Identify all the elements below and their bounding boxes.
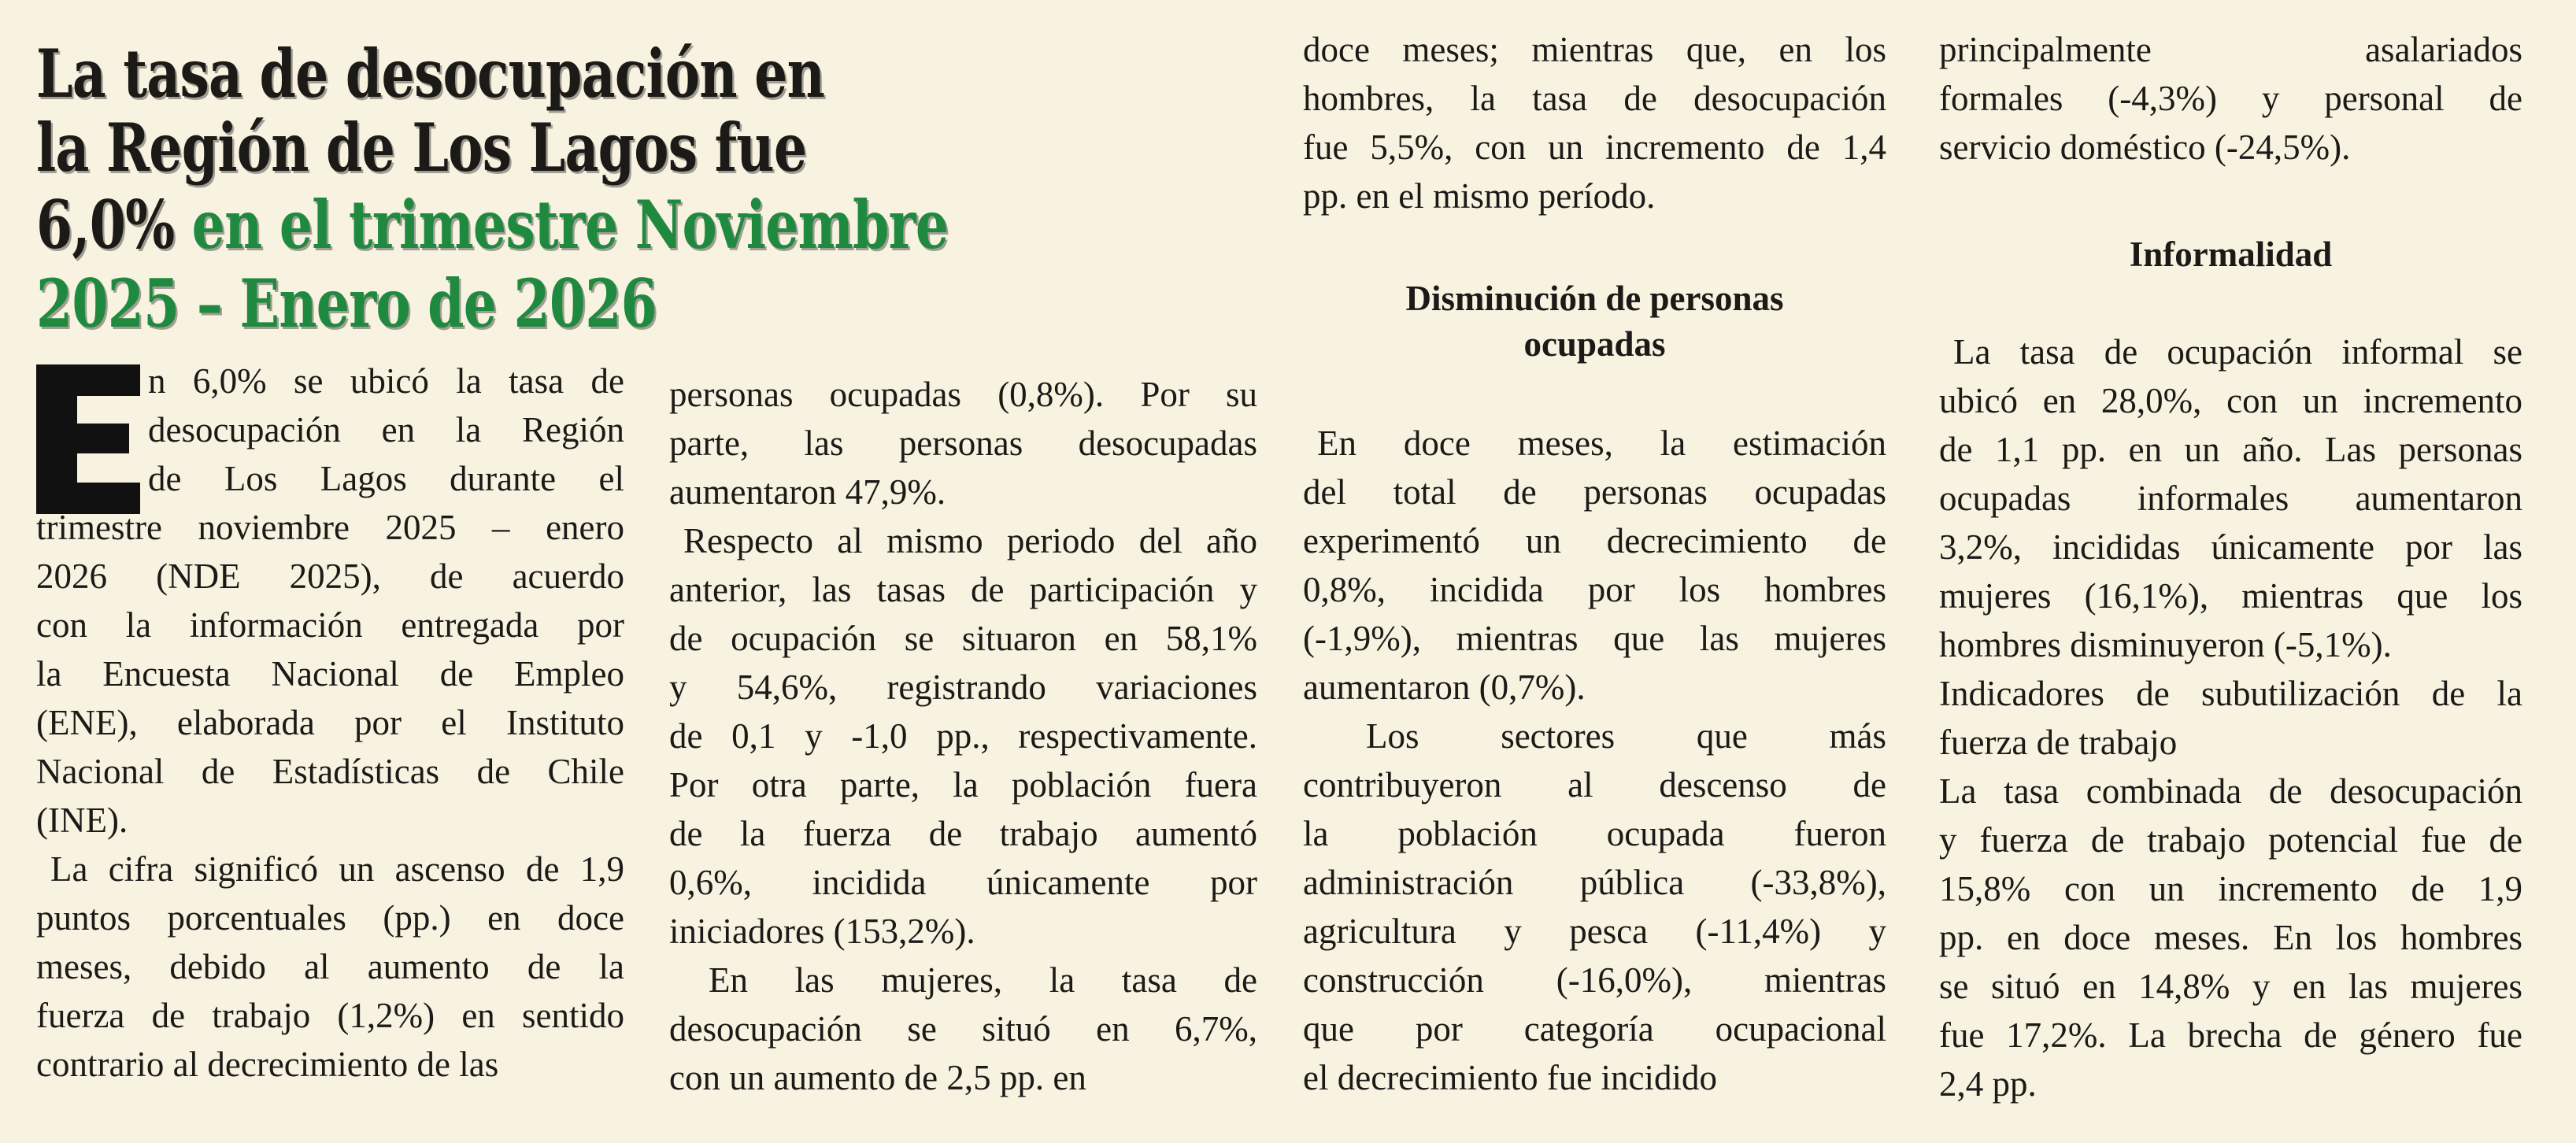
paragraph-informalidad: La tasa de ocupación informal se ubicó en… [1939,327,2522,669]
column-3-lower: En doce meses, la estimación del total de… [1303,419,1886,1102]
text-line: 2,4 pp. [1939,1064,2037,1104]
text-line: ubicó en 28,0%, con un incremento [1939,381,2522,420]
text-line: que por categoría ocupacional [1303,1009,1886,1049]
text-line: Los sectores que más [1366,716,1886,756]
text-line: con un aumento de 2,5 pp. en [669,1058,1086,1097]
subheading-line: Disminución de personas [1405,279,1784,318]
text-line: parte, las personas desocupadas [669,424,1257,463]
column-1: n 6,0% se ubicó la tasa de desocupación e… [36,357,624,1089]
text-line: n 6,0% se ubicó la tasa de [148,361,624,401]
text-line: Nacional de Estadísticas de Chile [36,752,624,791]
text-line: puntos porcentuales (pp.) en doce [36,898,624,938]
text-line: La cifra significó un ascenso de 1,9 [50,849,624,889]
paragraph-estimacion: En doce meses, la estimación del total de… [1303,419,1886,712]
paragraph-intro: n 6,0% se ubicó la tasa de desocupación e… [36,357,624,845]
text-line: aumentaron (0,7%). [1303,668,1586,707]
text-line: construcción (-16,0%), mientras [1303,960,1886,1000]
text-line: experimentó un decrecimiento de [1303,521,1886,560]
text-line: contribuyeron al descenso de [1303,765,1886,805]
text-line: hombres, la tasa de desocupación [1303,79,1886,118]
text-line: se situó en 14,8% y en las mujeres [1939,967,2522,1006]
text-line: la Encuesta Nacional de Empleo [36,654,624,694]
text-line: iniciadores (153,2%). [669,912,975,951]
text-line: La tasa combinada de desocupación [1939,771,2522,811]
text-line: fuerza de trabajo [1939,723,2178,762]
text-line: 0,6%, incidida únicamente por [669,863,1257,902]
text-line: (-1,9%), mientras que las mujeres [1303,619,1886,658]
text-line: administración pública (-33,8%), [1303,863,1886,902]
text-line: de 0,1 y -1,0 pp., respectivamente. [669,716,1257,756]
text-line: anterior, las tasas de participación y [669,570,1257,609]
text-line: y fuerza de trabajo potencial fue de [1939,820,2522,860]
headline-period: en el trimestre Noviembre [174,186,949,264]
headline-rate: 6,0% [36,186,175,264]
paragraph-asalariados: principalmente asalariados formales (-4,3… [1939,25,2522,172]
text-line: mujeres (16,1%), mientras que los [1939,576,2522,616]
text-line: Indicadores de subutilización de la [1939,674,2522,713]
text-line: contrario al decrecimiento de las [36,1045,499,1084]
column-4: principalmente asalariados formales (-4,3… [1939,25,2522,172]
text-line: personas ocupadas (0,8%). Por su [669,375,1257,414]
text-line: pp. en doce meses. En los hombres [1939,918,2522,957]
text-line: de la fuerza de trabajo aumentó [669,814,1257,853]
text-line: Respecto al mismo periodo del año [683,521,1257,560]
headline-line-4: 2025 – Enero de 2026 [36,264,657,342]
text-line: con la información entregada por [36,605,624,645]
text-line: 15,8% con un incremento de 1,9 [1939,869,2522,908]
text-line: (INE). [36,801,128,840]
subheading-line: ocupadas [1523,324,1666,364]
text-line: aumentaron 47,9%. [669,472,946,512]
text-line: fue 5,5%, con un incremento de 1,4 [1303,128,1886,167]
text-line: meses, debido al aumento de la [36,947,624,986]
text-line: de ocupación se situaron en 58,1% [669,619,1257,658]
headline-line-2: la Región de Los Lagos fue [36,109,807,187]
text-line: pp. en el mismo período. [1303,176,1656,216]
column-4-lower: La tasa de ocupación informal se ubicó en… [1939,327,2522,1108]
paragraph-ascenso: La cifra significó un ascenso de 1,9 punt… [36,845,624,1089]
text-line: del total de personas ocupadas [1303,472,1886,512]
text-line: En doce meses, la estimación [1317,424,1886,463]
text-line: fuerza de trabajo (1,2%) en sentido [36,996,624,1035]
column-3: doce meses; mientras que, en los hombres,… [1303,25,1886,220]
text-line: la población ocupada fueron [1303,814,1886,853]
text-line: de 1,1 pp. en un año. Las personas [1939,430,2522,469]
text-line: el decrecimiento fue incidido [1303,1058,1718,1097]
text-line: ocupadas informales aumentaron [1939,479,2522,518]
paragraph-hombres: doce meses; mientras que, en los hombres,… [1303,25,1886,220]
text-line: doce meses; mientras que, en los [1303,30,1886,69]
text-line: 2026 (NDE 2025), de acuerdo [36,557,624,596]
text-line: hombres disminuyeron (-5,1%). [1939,625,2392,664]
subheading-informalidad: Informalidad [2129,235,2333,274]
text-line: trimestre noviembre 2025 – enero [36,508,624,547]
text-line: agricultura y pesca (-11,4%) y [1303,912,1886,951]
text-line: de Los Lagos durante el [148,459,624,498]
paragraph-participacion: Respecto al mismo periodo del año anterio… [669,516,1257,956]
paragraph-sectores: Los sectores que más contribuyeron al des… [1303,712,1886,1102]
text-line: desocupación en la Región [148,410,624,449]
subheading-disminucion: Disminución de personas ocupadas [1303,276,1886,367]
paragraph-desocupadas: personas ocupadas (0,8%). Por su parte, l… [669,370,1257,516]
paragraph-subutilizacion-title: Indicadores de subutilización de la fuerz… [1939,669,2522,767]
text-line: fue 17,2%. La brecha de género fue [1939,1015,2522,1055]
text-line: formales (-4,3%) y personal de [1939,79,2522,118]
text-line: La tasa de ocupación informal se [1953,332,2522,372]
text-line: 3,2%, incididas únicamente por las [1939,527,2522,567]
drop-cap-e [36,364,140,514]
headline-line-3: 6,0% en el trimestre Noviembre [36,192,949,258]
column-2: personas ocupadas (0,8%). Por su parte, l… [669,370,1257,1102]
text-line: 0,8%, incidida por los hombres [1303,570,1886,609]
text-line: principalmente asalariados [1939,30,2522,69]
text-line: desocupación se situó en 6,7%, [669,1009,1257,1049]
text-line: (ENE), elaborada por el Instituto [36,703,624,742]
paragraph-mujeres: En las mujeres, la tasa de desocupación s… [669,956,1257,1102]
text-line: servicio doméstico (-24,5%). [1939,128,2351,167]
text-line: y 54,6%, registrando variaciones [669,668,1257,707]
paragraph-tasa-combinada: La tasa combinada de desocupación y fuerz… [1939,767,2522,1108]
text-line: Por otra parte, la población fuera [669,765,1257,805]
headline-line-1: La tasa de desocupación en [36,35,825,113]
text-line: En las mujeres, la tasa de [709,960,1257,1000]
